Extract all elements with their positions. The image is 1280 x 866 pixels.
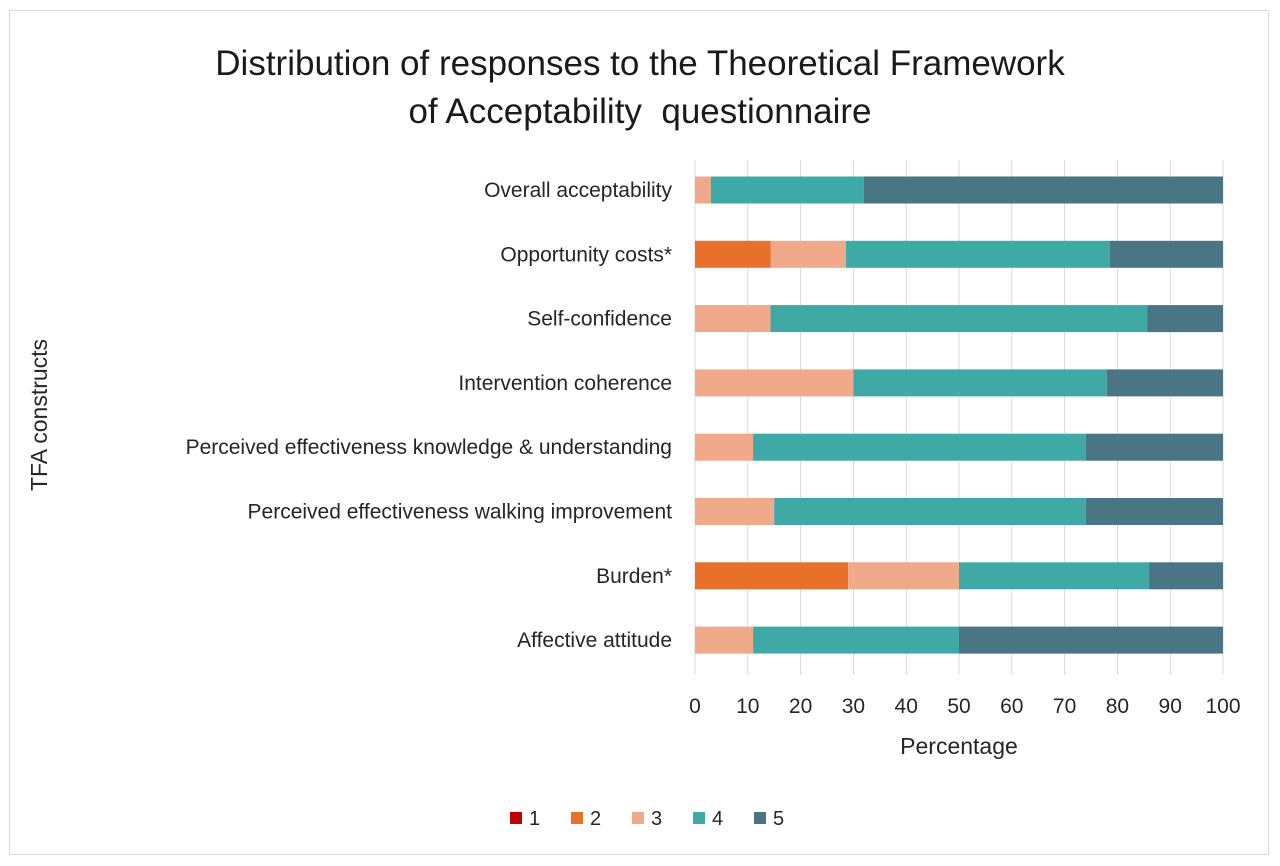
x-tick-label: 100 <box>1205 695 1240 718</box>
legend-item-4: 4 <box>693 808 723 830</box>
bar-segment-4 <box>853 369 1107 397</box>
legend-item-5: 5 <box>754 808 784 830</box>
bar-segment-5 <box>1149 562 1223 590</box>
category-label: Opportunity costs* <box>500 243 672 266</box>
bar-segment-3 <box>695 433 754 461</box>
chart-frame <box>9 10 1269 855</box>
category-label: Intervention coherence <box>458 372 672 395</box>
category-label: Overall acceptability <box>484 179 672 202</box>
x-tick-labels: 0 10 20 30 40 50 60 70 80 90 100 <box>689 695 1240 718</box>
x-tick-label: 90 <box>1159 695 1182 718</box>
category-label: Perceived effectiveness walking improvem… <box>248 501 673 524</box>
category-label: Perceived effectiveness knowledge & unde… <box>186 436 672 459</box>
legend-swatch <box>632 812 644 824</box>
legend-item-1: 1 <box>510 808 540 830</box>
category-label: Self-confidence <box>527 308 672 331</box>
bar-segment-5 <box>1085 498 1223 525</box>
legend-swatch <box>754 812 766 824</box>
x-tick-label: 40 <box>895 695 918 718</box>
x-tick-label: 20 <box>789 695 812 718</box>
x-tick-label: 70 <box>1053 695 1076 718</box>
legend-item-2: 2 <box>571 808 601 830</box>
bar-segment-4 <box>770 305 1148 333</box>
bar-segment-3 <box>695 369 854 397</box>
bar-segment-5 <box>1085 433 1223 461</box>
bar-segment-4 <box>959 562 1150 590</box>
bar-segment-3 <box>695 305 771 333</box>
bar-segment-3 <box>695 498 775 525</box>
legend-label: 2 <box>590 808 601 830</box>
x-tick-label: 0 <box>689 695 701 718</box>
chart-title: Distribution of responses to the Theoret… <box>0 40 1280 136</box>
bar-segment-5 <box>1106 369 1223 397</box>
legend-item-3: 3 <box>632 808 662 830</box>
bar-segment-3 <box>848 562 959 590</box>
bar-segment-4 <box>846 240 1111 268</box>
category-label: Burden* <box>596 565 672 588</box>
bar-segment-3 <box>770 240 847 268</box>
legend: 1 2 3 4 5 <box>510 808 784 830</box>
chart-title-line-1: Distribution of responses to the Theoret… <box>215 44 1065 83</box>
legend-label: 4 <box>712 808 723 830</box>
bar-segment-5 <box>1147 305 1223 333</box>
bars <box>695 176 1223 654</box>
legend-swatch <box>510 812 522 824</box>
y-axis-label: TFA constructs <box>26 339 52 491</box>
bar-segment-5 <box>1110 240 1223 268</box>
x-tick-label: 80 <box>1106 695 1129 718</box>
category-label: Affective attitude <box>517 629 672 652</box>
category-labels: Overall acceptability Opportunity costs* S… <box>186 179 673 652</box>
bar-segment-4 <box>753 433 1086 461</box>
legend-swatch <box>693 812 705 824</box>
legend-label: 1 <box>529 808 540 830</box>
chart-title-line-2: of Acceptability questionnaire <box>408 92 872 131</box>
legend-label: 3 <box>651 808 662 830</box>
bar-segment-5 <box>863 176 1223 204</box>
bar-segment-4 <box>710 176 864 204</box>
x-tick-label: 60 <box>1000 695 1023 718</box>
bar-segment-5 <box>959 626 1223 654</box>
bar-segment-4 <box>753 626 959 654</box>
x-tick-label: 30 <box>842 695 865 718</box>
x-tick-label: 50 <box>947 695 970 718</box>
legend-label: 5 <box>773 808 784 830</box>
bar-segment-3 <box>695 176 711 204</box>
x-tick-label: 10 <box>736 695 759 718</box>
bar-segment-2 <box>695 240 771 268</box>
x-axis-label: Percentage <box>900 733 1018 759</box>
legend-swatch <box>571 812 583 824</box>
bar-segment-2 <box>695 562 849 590</box>
gridlines <box>694 160 1224 675</box>
bar-segment-3 <box>695 626 754 654</box>
bar-segment-4 <box>774 498 1086 525</box>
